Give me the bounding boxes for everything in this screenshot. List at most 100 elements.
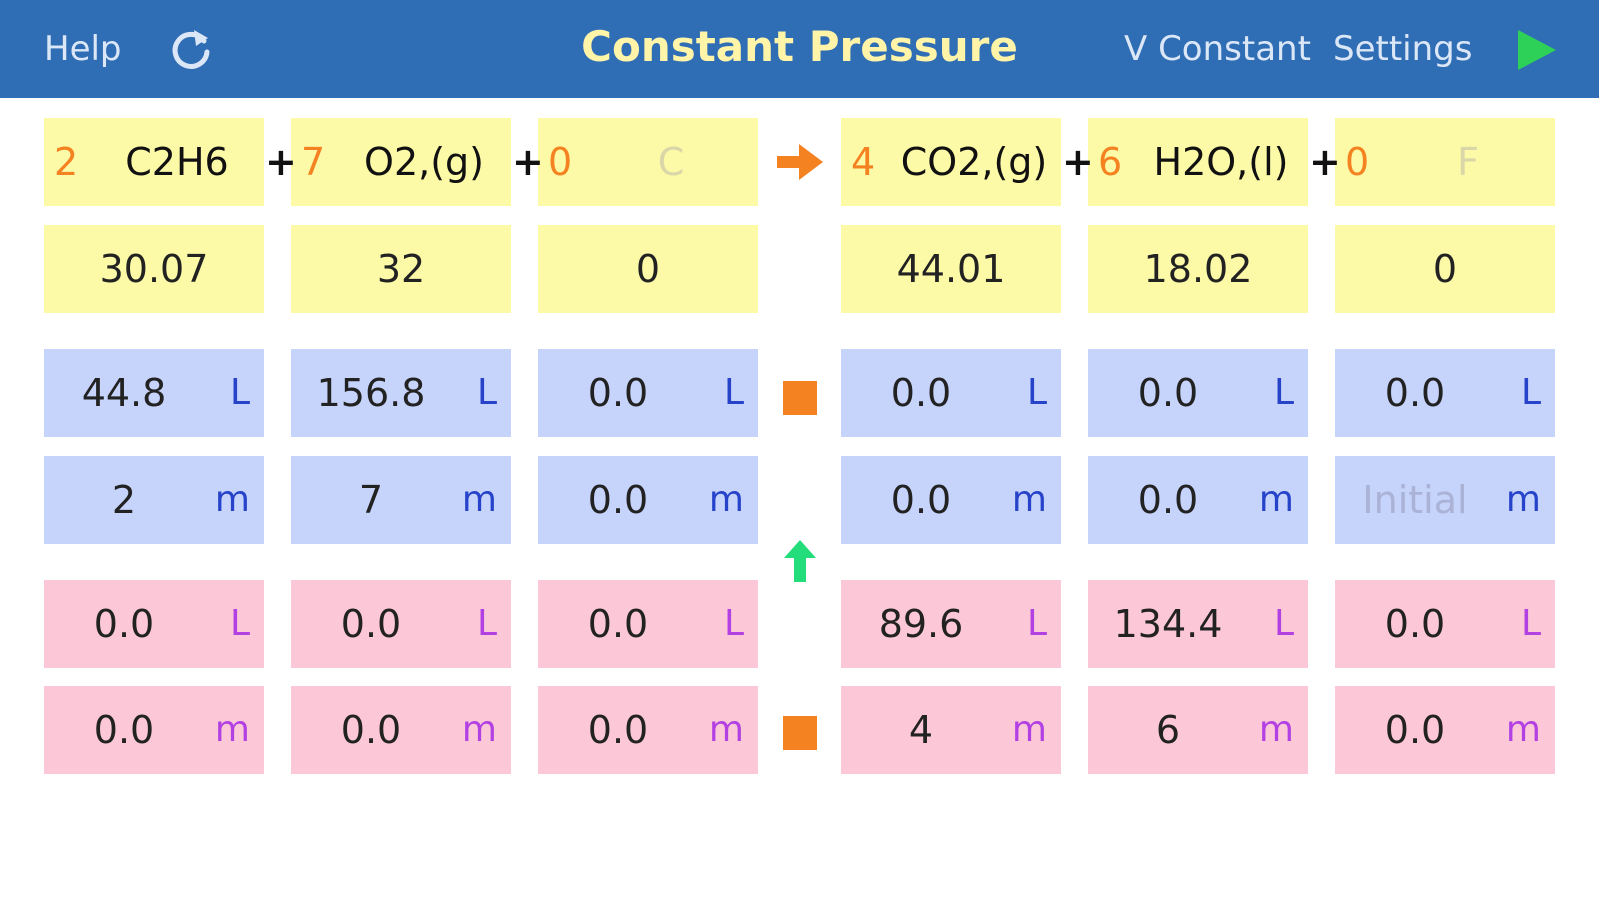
final-moles-value[interactable]: 0.0	[340, 708, 402, 752]
unit-label: L	[1273, 603, 1294, 644]
unit-label: m	[1011, 479, 1047, 520]
molar-mass-value: 32	[376, 247, 426, 291]
plus-sign: +	[1062, 140, 1094, 184]
molar-mass-field[interactable]: 44.01	[841, 225, 1061, 313]
molar-mass-value: 0	[1432, 247, 1458, 291]
species-formula[interactable]: F	[1457, 140, 1479, 184]
initial-volume-field[interactable]: 156.8 L	[291, 349, 511, 437]
initial-moles-field[interactable]: 0.0 m	[538, 456, 758, 544]
final-moles-value[interactable]: 6	[1155, 708, 1181, 752]
initial-volume-value[interactable]: 44.8	[81, 371, 167, 415]
initial-volume-value[interactable]: 0.0	[587, 371, 649, 415]
unit-label: L	[1520, 372, 1541, 413]
initial-volume-value[interactable]: 0.0	[1137, 371, 1199, 415]
final-volume-field[interactable]: 0.0 L	[44, 580, 264, 668]
settings-button[interactable]: Settings	[1333, 29, 1473, 69]
initial-volume-field[interactable]: 0.0 L	[1088, 349, 1308, 437]
molar-mass-field[interactable]: 18.02	[1088, 225, 1308, 313]
v-constant-button[interactable]: V Constant	[1124, 29, 1311, 69]
final-volume-field[interactable]: 0.0 L	[538, 580, 758, 668]
coefficient[interactable]: 0	[1345, 140, 1370, 184]
final-volume-value[interactable]: 134.4	[1113, 602, 1223, 646]
initial-volume-field[interactable]: 0.0 L	[538, 349, 758, 437]
final-volume-field[interactable]: 89.6 L	[841, 580, 1061, 668]
unit-label: m	[1258, 479, 1294, 520]
molar-mass-field[interactable]: 0	[538, 225, 758, 313]
species-formula[interactable]: CO2,(g)	[900, 140, 1048, 184]
species-formula[interactable]: O2,(g)	[364, 140, 484, 184]
species-formula[interactable]: C2H6	[125, 140, 229, 184]
initial-volume-value[interactable]: 156.8	[316, 371, 426, 415]
page-title: Constant Pressure	[581, 22, 1018, 71]
coefficient[interactable]: 6	[1098, 140, 1123, 184]
molar-mass-field[interactable]: 30.07	[44, 225, 264, 313]
species-formula[interactable]: H2O,(l)	[1153, 140, 1289, 184]
molar-mass-value: 30.07	[99, 247, 209, 291]
final-volume-value[interactable]: 0.0	[1384, 602, 1446, 646]
final-moles-field[interactable]: 0.0 m	[44, 686, 264, 774]
final-moles-value[interactable]: 0.0	[1384, 708, 1446, 752]
coefficient[interactable]: 4	[851, 140, 876, 184]
species-formula-cell[interactable]: 4 CO2,(g)	[841, 118, 1061, 206]
final-volume-field[interactable]: 134.4 L	[1088, 580, 1308, 668]
unit-label: L	[723, 603, 744, 644]
initial-moles-value[interactable]: 2	[111, 478, 137, 522]
unit-label: m	[214, 479, 250, 520]
arrow-up-icon[interactable]	[782, 538, 818, 584]
species-formula[interactable]: C	[657, 140, 685, 184]
final-moles-field[interactable]: 0.0 m	[1335, 686, 1555, 774]
initial-volume-value[interactable]: 0.0	[1384, 371, 1446, 415]
final-moles-field[interactable]: 0.0 m	[538, 686, 758, 774]
initial-moles-field[interactable]: 0.0 m	[841, 456, 1061, 544]
final-volume-field[interactable]: 0.0 L	[1335, 580, 1555, 668]
unit-label: m	[461, 479, 497, 520]
unit-label: m	[708, 709, 744, 750]
final-volume-value[interactable]: 89.6	[878, 602, 964, 646]
final-volume-value[interactable]: 0.0	[340, 602, 402, 646]
unit-label: L	[476, 603, 497, 644]
stop-square-icon[interactable]	[783, 381, 817, 415]
initial-moles-value[interactable]: 0.0	[1137, 478, 1199, 522]
play-icon[interactable]	[1514, 28, 1558, 72]
initial-volume-value[interactable]: 0.0	[890, 371, 952, 415]
initial-volume-field[interactable]: 0.0 L	[1335, 349, 1555, 437]
molar-mass-field[interactable]: 0	[1335, 225, 1555, 313]
initial-moles-value[interactable]: Initial	[1362, 478, 1468, 522]
plus-sign: +	[1309, 140, 1341, 184]
help-button[interactable]: Help	[44, 29, 122, 69]
arrow-right-icon	[777, 144, 823, 180]
coefficient[interactable]: 2	[54, 140, 79, 184]
initial-moles-value[interactable]: 7	[358, 478, 384, 522]
species-formula-cell[interactable]: 6 H2O,(l)	[1088, 118, 1308, 206]
unit-label: L	[1273, 372, 1294, 413]
unit-label: m	[1258, 709, 1294, 750]
unit-label: m	[708, 479, 744, 520]
initial-moles-field[interactable]: 0.0 m	[1088, 456, 1308, 544]
final-volume-field[interactable]: 0.0 L	[291, 580, 511, 668]
coefficient[interactable]: 7	[301, 140, 326, 184]
initial-moles-field[interactable]: Initial m	[1335, 456, 1555, 544]
coefficient[interactable]: 0	[548, 140, 573, 184]
species-formula-cell[interactable]: 2 C2H6	[44, 118, 264, 206]
stop-square-icon[interactable]	[783, 716, 817, 750]
initial-moles-value[interactable]: 0.0	[587, 478, 649, 522]
final-moles-value[interactable]: 0.0	[587, 708, 649, 752]
species-formula-cell[interactable]: 7 O2,(g)	[291, 118, 511, 206]
refresh-icon[interactable]	[166, 24, 216, 74]
final-moles-value[interactable]: 0.0	[93, 708, 155, 752]
unit-label: L	[229, 603, 250, 644]
final-moles-value[interactable]: 4	[908, 708, 934, 752]
molar-mass-field[interactable]: 32	[291, 225, 511, 313]
initial-moles-value[interactable]: 0.0	[890, 478, 952, 522]
initial-volume-field[interactable]: 0.0 L	[841, 349, 1061, 437]
final-volume-value[interactable]: 0.0	[587, 602, 649, 646]
initial-volume-field[interactable]: 44.8 L	[44, 349, 264, 437]
final-volume-value[interactable]: 0.0	[93, 602, 155, 646]
final-moles-field[interactable]: 0.0 m	[291, 686, 511, 774]
